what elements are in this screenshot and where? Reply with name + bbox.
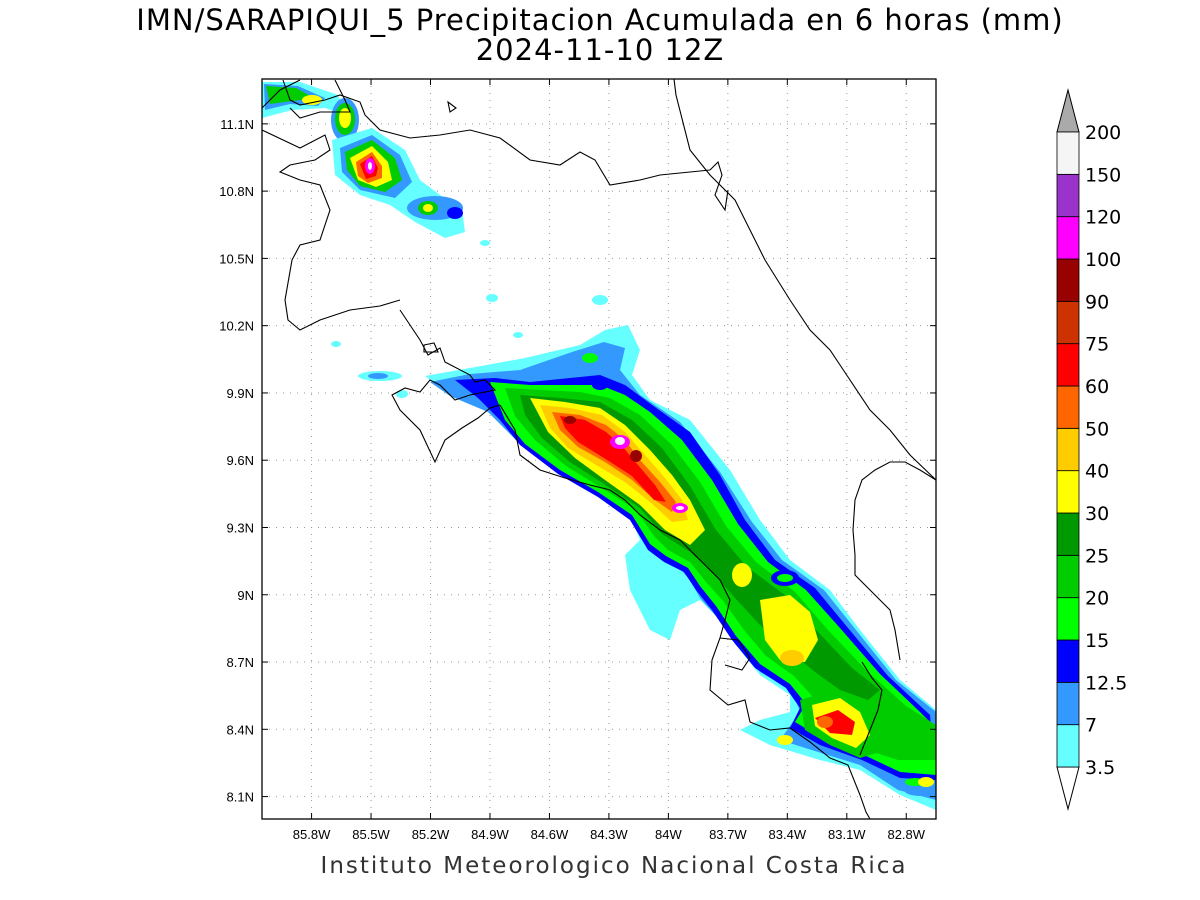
lon-tick-label: 84.9W: [471, 827, 509, 842]
lon-tick-label: 84W: [655, 827, 682, 842]
colorbar-label: 150: [1085, 164, 1121, 186]
precip-band-central: [425, 325, 936, 810]
footer-credit: Instituto Meteorologico Nacional Costa R…: [320, 853, 908, 879]
colorbar-label: 3.5: [1085, 757, 1115, 779]
colorbar-swatch: [1056, 470, 1080, 514]
colorbar-label: 25: [1085, 545, 1109, 567]
latitude-ticks: 8.1N 8.4N 8.7N 9N 9.3N 9.6N 9.9N 10.2N 10.5N 10.8…: [219, 117, 936, 805]
map-panel: [261, 78, 937, 820]
coastline-and-borders: [262, 79, 936, 819]
lon-tick-label: 85.5W: [352, 827, 390, 842]
colorbar-under-triangle: [1056, 766, 1080, 811]
lon-tick-label: 85.8W: [293, 827, 331, 842]
longitude-ticks: 85.8W 85.5W 85.2W 84.9W 84.6W 84.3W 84W 83.7W 83…: [293, 79, 926, 842]
lat-tick-label: 9.3N: [227, 520, 254, 535]
lat-tick-label: 10.8N: [219, 184, 254, 199]
colorbar-swatch: [1056, 385, 1080, 429]
lon-tick-label: 84.3W: [590, 827, 628, 842]
lon-tick-label: 83.7W: [709, 827, 747, 842]
colorbar-swatch: [1056, 681, 1080, 726]
lat-tick-label: 10.2N: [219, 319, 254, 334]
colorbar-label: 50: [1085, 418, 1109, 440]
colorbar-label: 60: [1085, 376, 1109, 398]
colorbar-label: 20: [1085, 588, 1109, 610]
colorbar-label: 90: [1085, 291, 1109, 313]
precip-field: [262, 79, 936, 819]
map-title-line1: IMN/SARAPIQUI_5 Precipitacion Acumulada …: [136, 3, 1064, 37]
lat-tick-label: 8.7N: [227, 655, 254, 670]
colorbar-swatch: [1056, 258, 1080, 302]
lat-tick-label: 8.4N: [227, 722, 254, 737]
colorbar-label: 40: [1085, 461, 1109, 483]
colorbar-label: 100: [1085, 249, 1121, 271]
colorbar-label: 15: [1085, 630, 1109, 652]
lat-tick-label: 10.5N: [219, 251, 254, 266]
lon-tick-label: 84.6W: [531, 827, 569, 842]
lon-tick-label: 85.2W: [412, 827, 450, 842]
colorbar-swatch: [1056, 597, 1080, 641]
lat-tick-label: 11.1N: [220, 117, 254, 132]
lat-tick-label: 8.1N: [227, 790, 254, 805]
colorbar-swatch: [1056, 427, 1080, 472]
colorbar-swatch: [1056, 343, 1080, 387]
colorbar-label: 200: [1085, 122, 1121, 144]
colorbar-swatch: [1056, 512, 1080, 556]
lon-tick-label: 82.8W: [887, 827, 925, 842]
lat-tick-label: 9N: [237, 588, 254, 603]
colorbar-swatch: [1056, 216, 1080, 260]
colorbar-swatch: [1056, 131, 1080, 175]
colorbar-label: 120: [1085, 207, 1121, 229]
colorbar: 3.5 7 12.5 15 20 25 30 40 50 60 75 90 100 120 150 200: [1056, 88, 1127, 811]
lon-tick-label: 83.4W: [769, 827, 807, 842]
map-border: [261, 78, 937, 820]
lat-tick-label: 9.6N: [227, 453, 254, 468]
colorbar-swatch: [1056, 724, 1080, 768]
lon-tick-label: 83.1W: [828, 827, 866, 842]
colorbar-label: 30: [1085, 503, 1109, 525]
colorbar-label: 12.5: [1085, 672, 1127, 694]
colorbar-swatch: [1056, 173, 1080, 218]
lat-tick-label: 9.9N: [227, 386, 254, 401]
map-title-line2: 2024-11-10 12Z: [475, 33, 725, 67]
colorbar-label: 75: [1085, 334, 1109, 356]
colorbar-swatch: [1056, 639, 1080, 683]
colorbar-over-triangle: [1056, 88, 1080, 133]
colorbar-swatch: [1056, 554, 1080, 599]
colorbar-swatch: [1056, 300, 1080, 345]
colorbar-label: 7: [1085, 715, 1097, 737]
